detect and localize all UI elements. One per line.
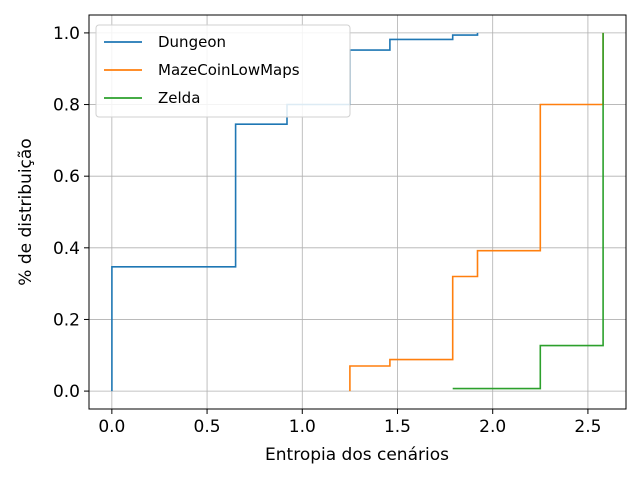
- y-ticks: 0.0 0.2 0.4 0.6 0.8 1.0: [53, 24, 89, 402]
- x-tick-label: 2.5: [574, 417, 601, 437]
- legend-entry: MazeCoinLowMaps: [158, 61, 300, 79]
- series-line-mazecoinlowmaps: [349, 32, 604, 392]
- y-tick-label: 0.8: [53, 96, 80, 116]
- legend-box: [95, 24, 351, 118]
- x-tick-label: 0.0: [98, 417, 125, 437]
- x-ticks: 0.0 0.5 1.0 1.5 2.0 2.5: [98, 409, 601, 437]
- x-tick-label: 0.5: [194, 417, 221, 437]
- series-line-zelda: [452, 32, 604, 390]
- y-tick-label: 0.6: [53, 167, 80, 187]
- y-tick-label: 0.4: [53, 239, 80, 259]
- legend-entry: Zelda: [158, 89, 200, 107]
- y-tick-label: 0.0: [53, 382, 80, 402]
- y-tick-label: 1.0: [53, 24, 80, 44]
- legend: Dungeon MazeCoinLowMaps Zelda: [95, 24, 351, 118]
- y-axis-label: % de distribuição: [16, 138, 36, 285]
- y-tick-label: 0.2: [53, 310, 80, 330]
- x-tick-label: 2.0: [479, 417, 506, 437]
- x-axis-label: Entropia dos cenários: [265, 445, 449, 465]
- legend-entry: Dungeon: [158, 33, 226, 51]
- x-tick-label: 1.5: [384, 417, 411, 437]
- plot-frame: [88, 14, 627, 410]
- x-tick-label: 1.0: [289, 417, 316, 437]
